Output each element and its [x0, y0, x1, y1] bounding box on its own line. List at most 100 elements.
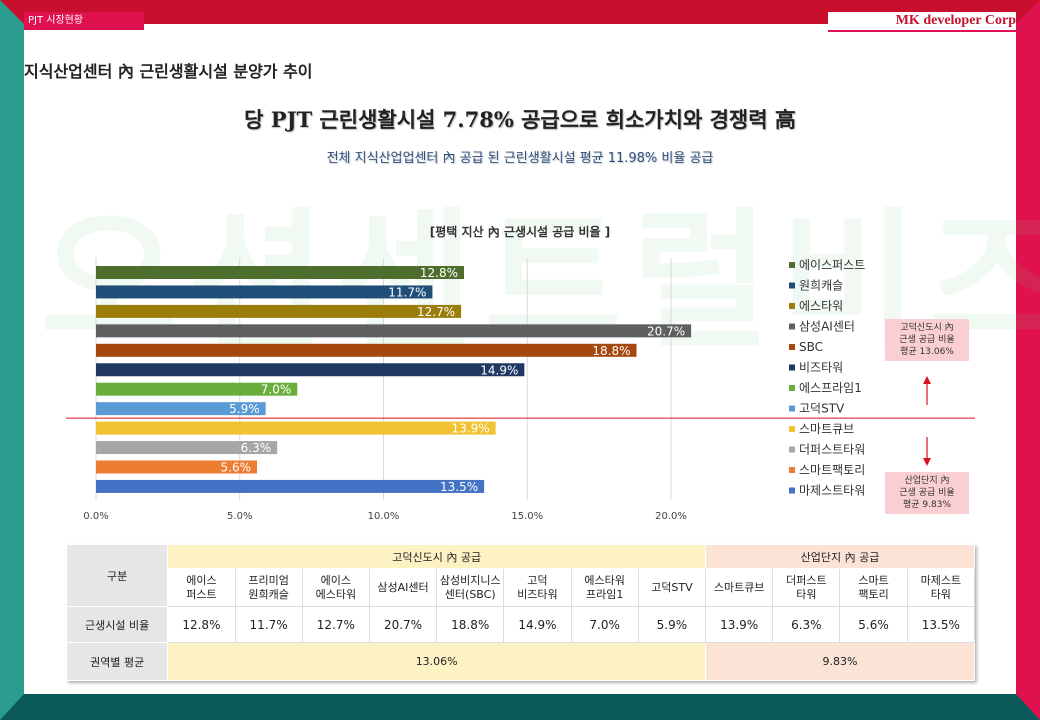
table-column-header-line: 삼성비지니스 — [439, 573, 501, 587]
header-brand: MK developer Corp — [828, 12, 1016, 32]
legend-swatch — [789, 364, 795, 371]
table-column-header-line: 퍼스트 — [186, 587, 217, 601]
bar — [96, 266, 464, 279]
legend-swatch — [789, 303, 795, 309]
bar — [96, 343, 637, 357]
legend-swatch — [789, 385, 795, 391]
table-column-header: 에이스 에스타워 — [301, 568, 370, 607]
legend-swatch — [789, 446, 795, 453]
note-lower-line: 산업단지 內 — [904, 476, 950, 486]
x-tick-label: 0.0% — [83, 511, 108, 522]
table-cell: 11.7% — [234, 606, 303, 643]
x-tick-label: 10.0% — [368, 511, 400, 522]
bar — [96, 479, 485, 493]
table-cell: 6.3% — [772, 606, 841, 643]
legend-label: 고덕STV — [799, 402, 845, 416]
legend-label: 비즈타워 — [799, 361, 843, 375]
table-column-header-line: 프라임1 — [585, 587, 624, 601]
table-average-group1: 13.06% — [167, 642, 707, 681]
legend-swatch — [789, 426, 795, 432]
table-column-header: 프리미엄 원희캐슬 — [234, 568, 303, 607]
table-column-header-line: 고덕 — [527, 573, 548, 587]
table-column-header-line: 더퍼스트 — [786, 573, 827, 587]
header-left-tab: PJT 시장현황 — [24, 12, 144, 30]
table-cell: 12.7% — [301, 606, 370, 643]
bar-value-label: 12.7% — [417, 305, 455, 319]
table-column-header-row: 에이스 퍼스트 프리미엄 원희캐슬 에이스 에스타워 삼성AI센터 삼성비지니스 센터(SBC)… — [67, 568, 976, 607]
table-cell: 13.9% — [705, 606, 774, 643]
table-row-label: 권역별 평균 — [65, 642, 169, 681]
bar-value-label: 14.9% — [480, 363, 518, 377]
table-column-header-line: 비즈타워 — [517, 587, 558, 601]
bar-value-label: 5.9% — [229, 402, 260, 416]
bar — [96, 324, 692, 338]
legend-swatch — [789, 487, 795, 494]
legend-swatch — [789, 282, 795, 289]
table-column-header-line: 마제스트 — [920, 573, 962, 587]
frame-bottom-band — [0, 694, 1040, 720]
table-average-group2: 9.83% — [705, 642, 975, 681]
table-cell: 18.8% — [436, 606, 505, 643]
frame-right-band — [1016, 0, 1040, 720]
legend-label: 마제스트타워 — [799, 484, 865, 498]
table-row-average: 권역별 평균 13.06% 9.83% — [65, 642, 975, 681]
bar — [96, 402, 266, 416]
section-title: 지식산업센터 內 근린생활시설 분양가 추이 — [24, 62, 313, 81]
legend-label: SBC — [799, 340, 823, 354]
table-column-header: 스마트큐브 — [705, 568, 774, 607]
table-column-header: 삼성비지니스 센터(SBC) — [436, 568, 505, 607]
bar-value-label: 11.7% — [388, 285, 426, 299]
bar-value-label: 18.8% — [592, 344, 630, 358]
note-lower-line: 평균 9.83% — [902, 500, 951, 510]
table-cell: 20.7% — [368, 606, 438, 643]
bar-value-label: 7.0% — [261, 383, 292, 397]
table-column-header-line: 타워 — [796, 587, 817, 601]
bar — [96, 382, 298, 396]
table-column-header: 스마트 팩토리 — [839, 568, 908, 607]
frame-left-band — [0, 0, 24, 720]
bar-chart: 0.0% 5.0% 10.0% 15.0% 20.0% 12.8% 에이스퍼스트 11.7% 원… — [66, 258, 975, 522]
table-cell: 5.9% — [637, 606, 707, 643]
legend-swatch — [789, 262, 795, 268]
table-column-header: 고덕STV — [637, 568, 707, 607]
chart-title: [평택 지산 內 근생시설 공급 비율 ] — [429, 225, 611, 239]
legend-label: 원희캐슬 — [799, 279, 843, 293]
table-column-header-line: 팩토리 — [858, 587, 889, 601]
bar-value-label: 5.6% — [221, 461, 252, 475]
summary-table: 구분 고덕신도시 內 공급 산업단지 內 공급 에이스 퍼스트 프리미엄 원희캐슬 에이… — [65, 544, 976, 681]
x-tick-label: 20.0% — [655, 511, 687, 522]
table-cell: 5.6% — [839, 606, 908, 643]
table-column-header-line: 스마트 — [858, 573, 889, 587]
bar — [96, 421, 496, 435]
note-upper-average: 고덕신도시 內 근생 공급 비율 평균 13.06% — [885, 319, 969, 361]
bar-value-label: 13.9% — [452, 422, 490, 436]
table-column-header-line: 프리미엄 — [248, 573, 289, 587]
table-column-header-line: 센터(SBC) — [444, 587, 496, 601]
table-row-label: 근생시설 비율 — [65, 606, 169, 643]
table-column-header: 고덕 비즈타워 — [503, 568, 572, 607]
note-lower-average: 산업단지 內 근생 공급 비율 평균 9.83% — [885, 472, 969, 514]
table-column-header: 더퍼스트 타워 — [772, 568, 841, 607]
x-tick-label: 5.0% — [227, 511, 252, 522]
bar-value-label: 12.8% — [420, 266, 458, 280]
legend-label: 에스타워 — [799, 299, 843, 313]
table-cell: 14.9% — [503, 606, 572, 643]
table-row-ratio: 근생시설 비율 12.8% 11.7% 12.7% 20.7% 18.8% 14.9% 7.… — [65, 606, 976, 643]
legend-swatch — [789, 405, 795, 412]
bar-value-label: 13.5% — [440, 480, 478, 494]
table-column-header-line: 타워 — [930, 587, 951, 601]
note-lower-line: 근생 공급 비율 — [899, 488, 955, 498]
legend-swatch — [789, 323, 795, 330]
bar — [96, 363, 525, 377]
note-upper-line: 근생 공급 비율 — [899, 335, 955, 345]
table-column-header: 삼성AI센터 — [368, 568, 438, 607]
table-cell: 7.0% — [570, 606, 639, 643]
table-column-header-line: 에스타워 — [315, 587, 357, 601]
table-column-header: 에이스 퍼스트 — [167, 568, 236, 607]
table-column-header-line: 에이스 — [186, 573, 217, 587]
bar-value-label: 6.3% — [241, 441, 272, 455]
table-group1-header: 고덕신도시 內 공급 — [167, 544, 707, 569]
legend-swatch — [789, 467, 795, 473]
bar — [96, 285, 433, 299]
table-column-header-line: 고덕STV — [651, 580, 693, 594]
